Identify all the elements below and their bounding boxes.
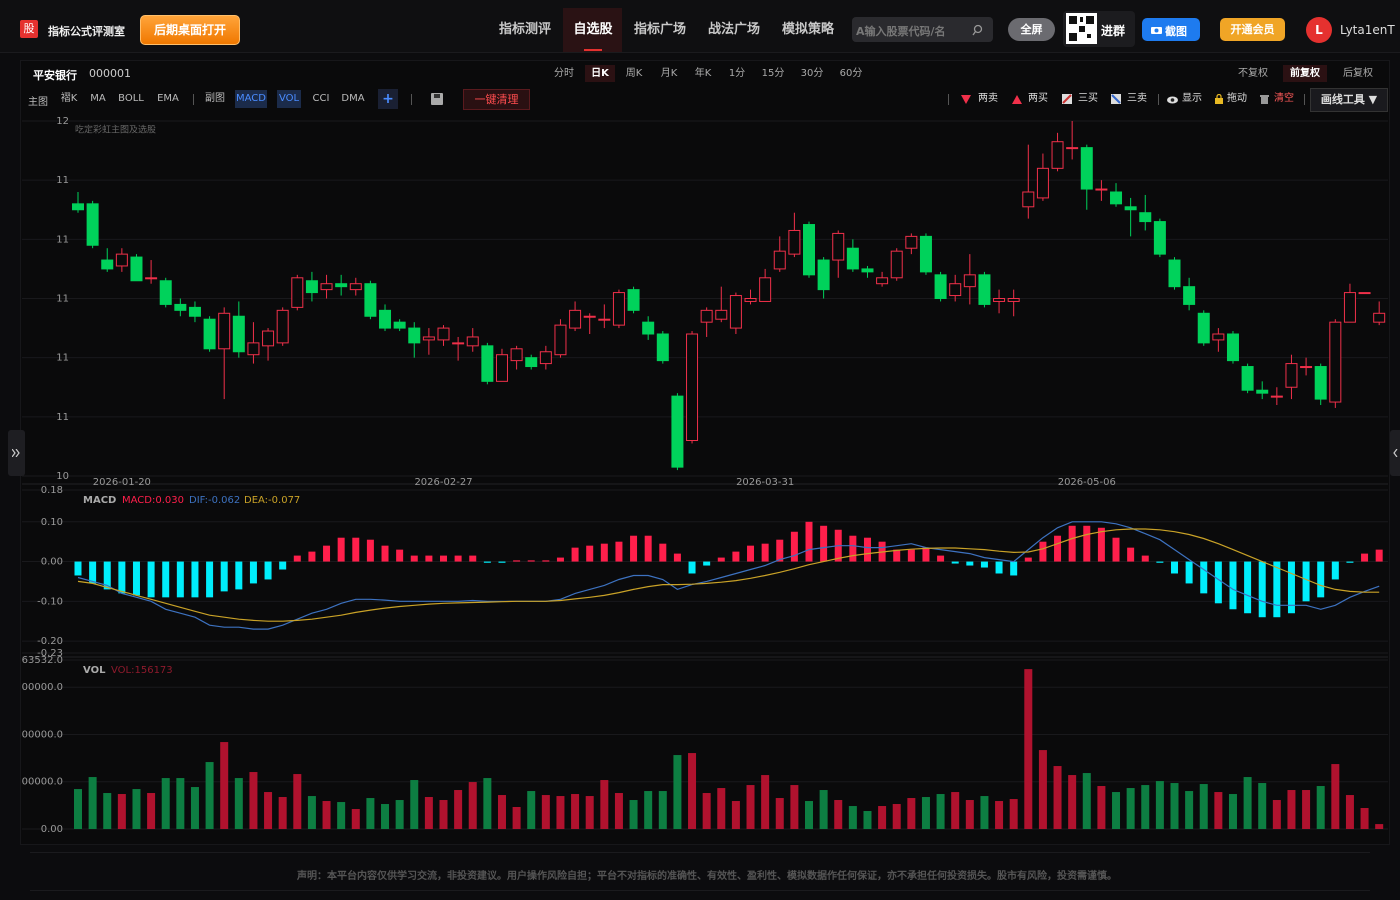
- search-placeholder: A输入股票代码/名: [856, 25, 946, 38]
- main-indicator[interactable]: BOLL: [118, 93, 144, 104]
- nav-item[interactable]: 模拟策略: [781, 22, 834, 37]
- qr-code: [1066, 13, 1097, 44]
- join-group: 进群: [1101, 24, 1126, 38]
- chart-container: [20, 60, 1390, 845]
- chevron: [12, 449, 20, 457]
- camera-icon: [1151, 27, 1162, 34]
- nav-active-bg: [563, 8, 622, 52]
- separator: [1158, 94, 1159, 105]
- signal-label[interactable]: 三卖: [1127, 93, 1147, 104]
- stock-code: 000001: [89, 67, 131, 80]
- adjust[interactable]: 不复权: [1238, 68, 1268, 79]
- sub-indicator[interactable]: CCI: [312, 93, 330, 104]
- sub-indicator[interactable]: DMA: [341, 93, 365, 104]
- left-tab[interactable]: [8, 430, 25, 476]
- avatar[interactable]: L: [1306, 17, 1332, 43]
- signal-label[interactable]: 两买: [1028, 93, 1048, 104]
- separator: [948, 94, 949, 105]
- signal-icon: [1062, 94, 1072, 104]
- search-icon: [972, 24, 983, 36]
- nav-item[interactable]: 战法广场: [707, 22, 760, 37]
- period[interactable]: 60分: [839, 68, 863, 79]
- sub-label: 副图: [205, 93, 225, 104]
- period[interactable]: 分时: [554, 68, 574, 79]
- separator: [193, 94, 194, 105]
- desktop-button[interactable]: 后期桌面打开: [140, 15, 240, 45]
- main-label: 主图: [28, 97, 48, 108]
- signal-label[interactable]: 三买: [1078, 93, 1098, 104]
- adjust[interactable]: 后复权: [1343, 68, 1373, 79]
- trash-icon: [1260, 95, 1269, 104]
- period[interactable]: 1分: [728, 68, 746, 79]
- nav-active-bar: [584, 49, 602, 51]
- nav-item[interactable]: 自选股: [573, 22, 613, 37]
- period[interactable]: 30分: [800, 68, 824, 79]
- main-indicator[interactable]: 褶K: [60, 93, 78, 104]
- clear-button[interactable]: 一键清理: [463, 89, 530, 110]
- add-button[interactable]: +: [378, 89, 398, 109]
- fullscreen-button[interactable]: 全屏: [1008, 18, 1055, 41]
- screenshot-button[interactable]: 截图: [1142, 18, 1200, 41]
- signal-label[interactable]: 显示: [1182, 93, 1202, 104]
- adjust[interactable]: 前复权: [1283, 65, 1327, 82]
- signal-icon: [961, 95, 971, 104]
- footer-line: [30, 890, 1370, 891]
- signal-label[interactable]: 两卖: [978, 93, 998, 104]
- signal-label[interactable]: 清空: [1274, 93, 1294, 104]
- logo: 股: [20, 20, 38, 38]
- period[interactable]: 周K: [625, 68, 643, 79]
- stock-name: 平安银行: [33, 69, 77, 82]
- period[interactable]: 日K: [585, 65, 615, 82]
- search-box[interactable]: A输入股票代码/名: [852, 17, 993, 42]
- signal-label[interactable]: 拖动: [1227, 93, 1247, 104]
- screenshot-label: 截图: [1165, 25, 1187, 38]
- right-tab[interactable]: [1390, 430, 1400, 476]
- app-name: 指标公式评测室: [48, 25, 125, 38]
- group-box[interactable]: 进群: [1063, 11, 1135, 47]
- signal-icon: [1111, 94, 1121, 104]
- separator: [1304, 94, 1305, 105]
- period[interactable]: 月K: [660, 68, 678, 79]
- nav-item[interactable]: 指标广场: [633, 22, 686, 37]
- draw-tools-button[interactable]: 画线工具 ▼: [1310, 88, 1388, 112]
- separator: [411, 94, 412, 105]
- signal-icon: [1012, 95, 1022, 104]
- sub-indicator[interactable]: VOL: [277, 90, 301, 108]
- header: 股 指标公式评测室 后期桌面打开 指标测评 自选股 指标广场 战法广场 模拟策略…: [0, 0, 1400, 53]
- vip-button[interactable]: 开通会员: [1220, 18, 1285, 41]
- footer-text: 声明：本平台内容仅供学习交流，非投资建议。用户操作风险自担；平台不对指标的准确性…: [297, 871, 1117, 882]
- main-indicator[interactable]: MA: [90, 93, 106, 104]
- save-icon[interactable]: [431, 93, 443, 105]
- period[interactable]: 15分: [761, 68, 785, 79]
- main-indicator[interactable]: EMA: [157, 93, 179, 104]
- chevron: [1393, 449, 1398, 457]
- nav-item[interactable]: 指标测评: [498, 22, 551, 37]
- footer-line: [30, 852, 1370, 853]
- username: Lyta1enT: [1340, 23, 1395, 37]
- sub-indicator[interactable]: MACD: [235, 90, 267, 108]
- period[interactable]: 年K: [694, 68, 712, 79]
- lock-icon: [1215, 94, 1223, 104]
- eye-icon: [1167, 96, 1178, 104]
